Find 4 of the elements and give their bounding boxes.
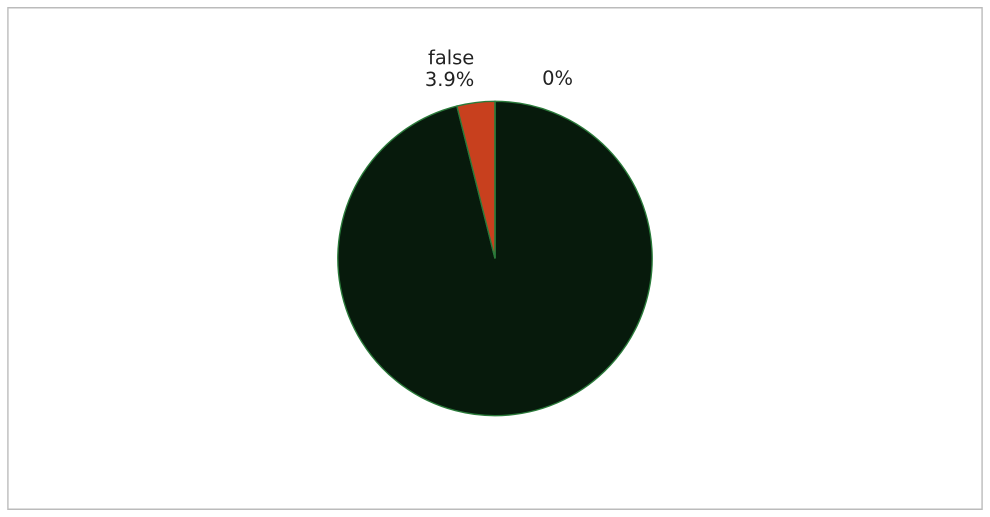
- pie-slice: [337, 100, 653, 416]
- text: 0%: [543, 70, 572, 85]
- data-label: 3.9%: [426, 72, 474, 86]
- slice-label: false: [428, 49, 474, 64]
